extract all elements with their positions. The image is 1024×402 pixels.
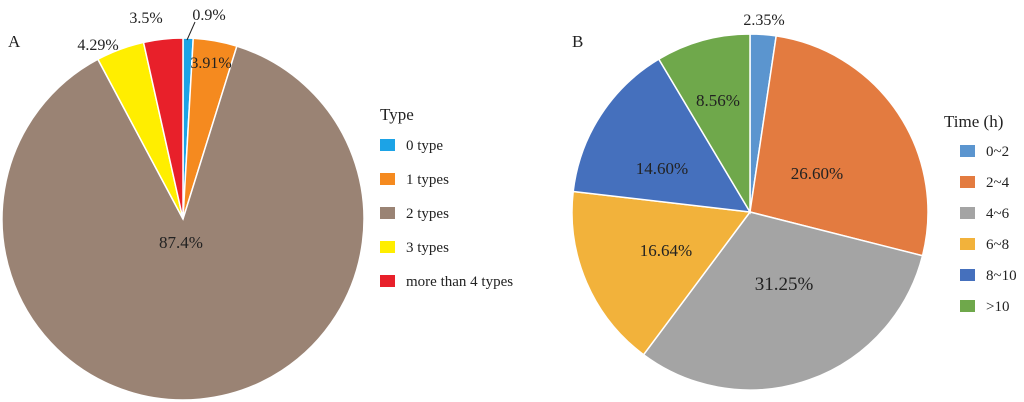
- value-label-8-10: 14.60%: [636, 159, 688, 178]
- legend-a-title: Type: [380, 105, 414, 124]
- pie-chart-a: A 0.9% 3.91% 87.4% 4.29% 3.5% Type 0 type 1 t…: [1, 7, 513, 401]
- value-label-10: 8.56%: [696, 91, 740, 110]
- legend-label-2-types: 2 types: [406, 206, 449, 222]
- panel-label-a: A: [8, 32, 21, 51]
- legend-label-6-8: 6~8: [986, 237, 1009, 253]
- legend-swatch-2-types: [380, 207, 395, 219]
- value-label-3-types: 4.29%: [77, 37, 118, 54]
- legend-swatch-6-8: [960, 238, 975, 250]
- pie-slice-4-6: [642, 211, 924, 391]
- legend-label-4-6: 4~6: [986, 206, 1010, 222]
- pie-slice-6-8: [571, 190, 752, 356]
- legend-label-more-than-4-types: more than 4 types: [406, 274, 513, 290]
- pie-slice-8-10: [572, 58, 752, 213]
- legend-label-1-types: 1 types: [406, 172, 449, 188]
- value-label-6-8: 16.64%: [640, 241, 692, 260]
- leader-line-0-type: [186, 21, 196, 41]
- pie-slice-more-than-4-types: [142, 37, 184, 220]
- legend-label-10: >10: [986, 299, 1009, 315]
- pie-slice-2-4: [749, 35, 929, 257]
- legend-label-3-types: 3 types: [406, 240, 449, 256]
- value-label-2-types: 87.4%: [159, 233, 203, 252]
- value-label-0-type: 0.9%: [192, 7, 225, 24]
- legend-swatch-10: [960, 300, 975, 312]
- value-label-2-4: 26.60%: [791, 164, 843, 183]
- pie-slice-10: [657, 33, 751, 215]
- legend-a: Type 0 type 1 types 2 types 3 types more tha…: [380, 105, 513, 290]
- legend-swatch-0-type: [380, 139, 395, 151]
- pie-chart-b: B 2.35% 26.60% 31.25% 16.64% 14.60% 8.56% Tim…: [571, 12, 1017, 391]
- pie-slice-2-types: [1, 45, 365, 401]
- value-label-more-than-4-types: 3.5%: [129, 10, 162, 27]
- pie-b-value-labels: 2.35% 26.60% 31.25% 16.64% 14.60% 8.56%: [636, 12, 843, 295]
- pie-a-slices: [1, 37, 365, 401]
- value-label-1-types: 3.91%: [190, 55, 231, 72]
- value-label-0-2: 2.35%: [743, 12, 784, 29]
- pie-b-slices: [571, 33, 929, 391]
- legend-swatch-more-than-4-types: [380, 275, 395, 287]
- legend-swatch-8-10: [960, 269, 975, 281]
- value-label-4-6: 31.25%: [755, 274, 814, 295]
- pie-a-value-labels: 0.9% 3.91% 87.4% 4.29% 3.5%: [77, 7, 231, 252]
- legend-swatch-3-types: [380, 241, 395, 253]
- legend-swatch-0-2: [960, 145, 975, 157]
- legend-label-2-4: 2~4: [986, 175, 1010, 191]
- legend-label-0-2: 0~2: [986, 144, 1009, 160]
- panel-label-b: B: [572, 32, 583, 51]
- legend-b: Time (h) 0~2 2~4 4~6 6~8 8~10 >10: [944, 112, 1017, 315]
- legend-swatch-2-4: [960, 176, 975, 188]
- legend-swatch-1-types: [380, 173, 395, 185]
- legend-swatch-4-6: [960, 207, 975, 219]
- legend-label-0-type: 0 type: [406, 138, 443, 154]
- legend-b-title: Time (h): [944, 112, 1003, 131]
- legend-label-8-10: 8~10: [986, 268, 1017, 284]
